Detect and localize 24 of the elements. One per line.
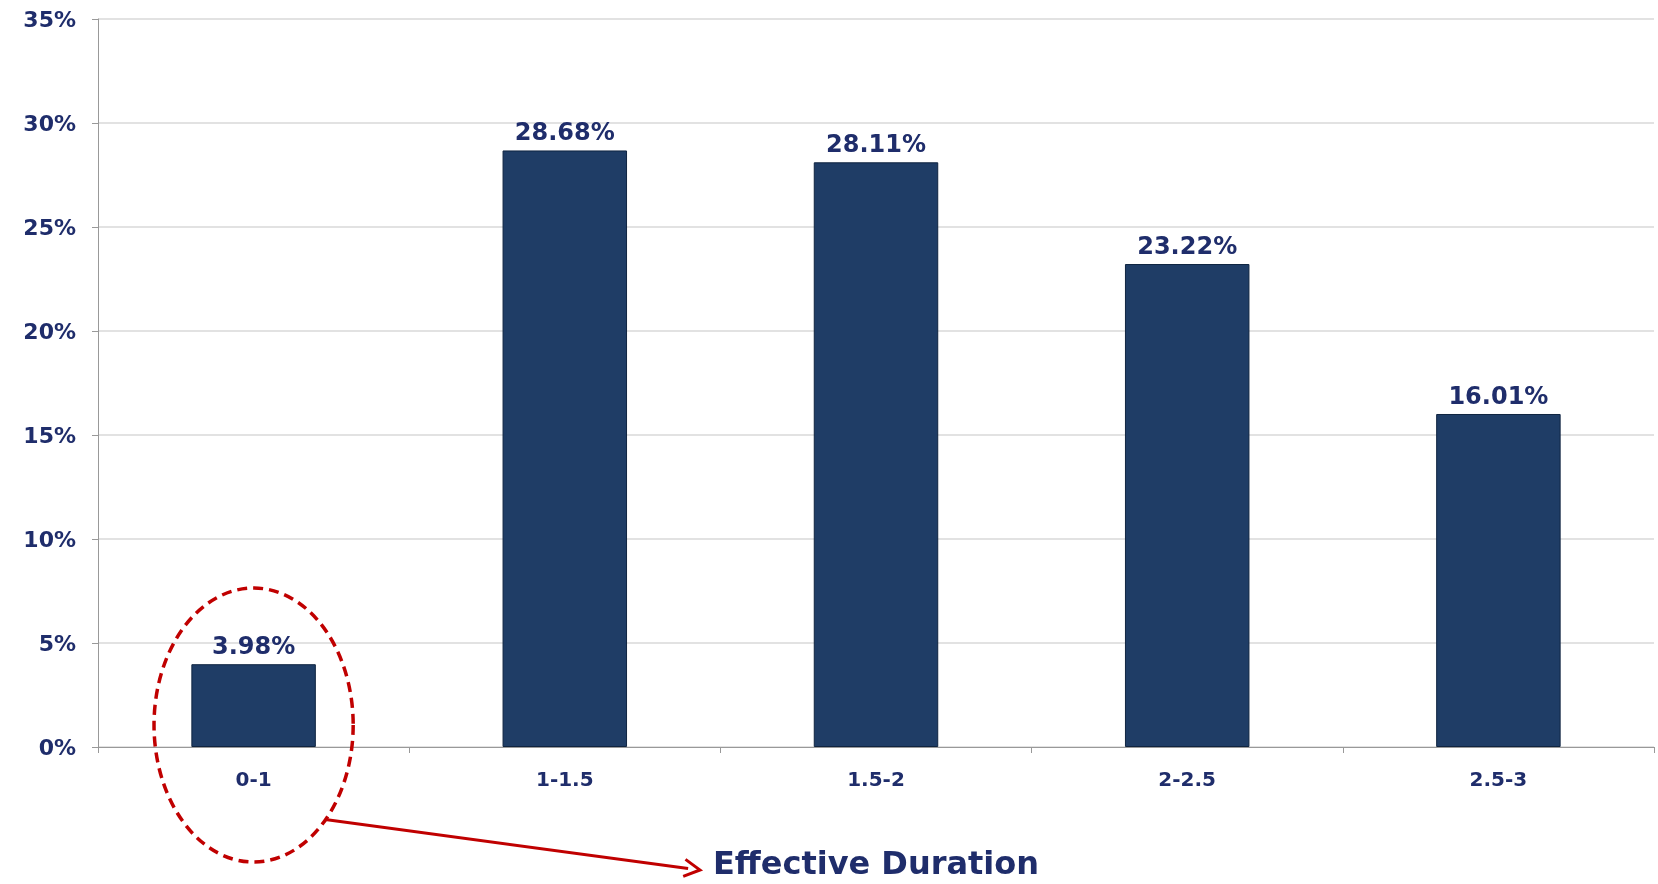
x-tick-label: 2-2.5 [1158, 767, 1217, 791]
data-label: 28.68% [514, 118, 615, 147]
y-tick-label: 0% [38, 734, 76, 760]
data-label: 3.98% [211, 632, 296, 661]
y-tick-label: 15% [23, 422, 76, 448]
data-label: 23.22% [1137, 232, 1238, 261]
y-tick-label: 30% [23, 110, 76, 136]
y-tick-label: 10% [23, 526, 76, 552]
bar [502, 150, 628, 747]
bar [1436, 413, 1561, 747]
x-axis-title: Effective Duration [712, 844, 1040, 882]
y-tick-label: 5% [38, 630, 76, 656]
y-tick-label: 35% [23, 6, 76, 32]
x-tick-label: 1.5-2 [847, 767, 905, 791]
data-label: 28.11% [826, 130, 926, 159]
x-tick-label: 2.5-3 [1469, 767, 1528, 791]
bar [813, 162, 939, 747]
x-tick-label: 0-1 [235, 767, 272, 791]
bar [191, 664, 316, 747]
data-label: 16.01% [1448, 381, 1549, 410]
bar [1124, 264, 1250, 747]
y-tick-label: 25% [23, 214, 76, 240]
x-tick-label: 1-1.5 [535, 767, 594, 791]
y-tick-label: 20% [23, 318, 76, 344]
